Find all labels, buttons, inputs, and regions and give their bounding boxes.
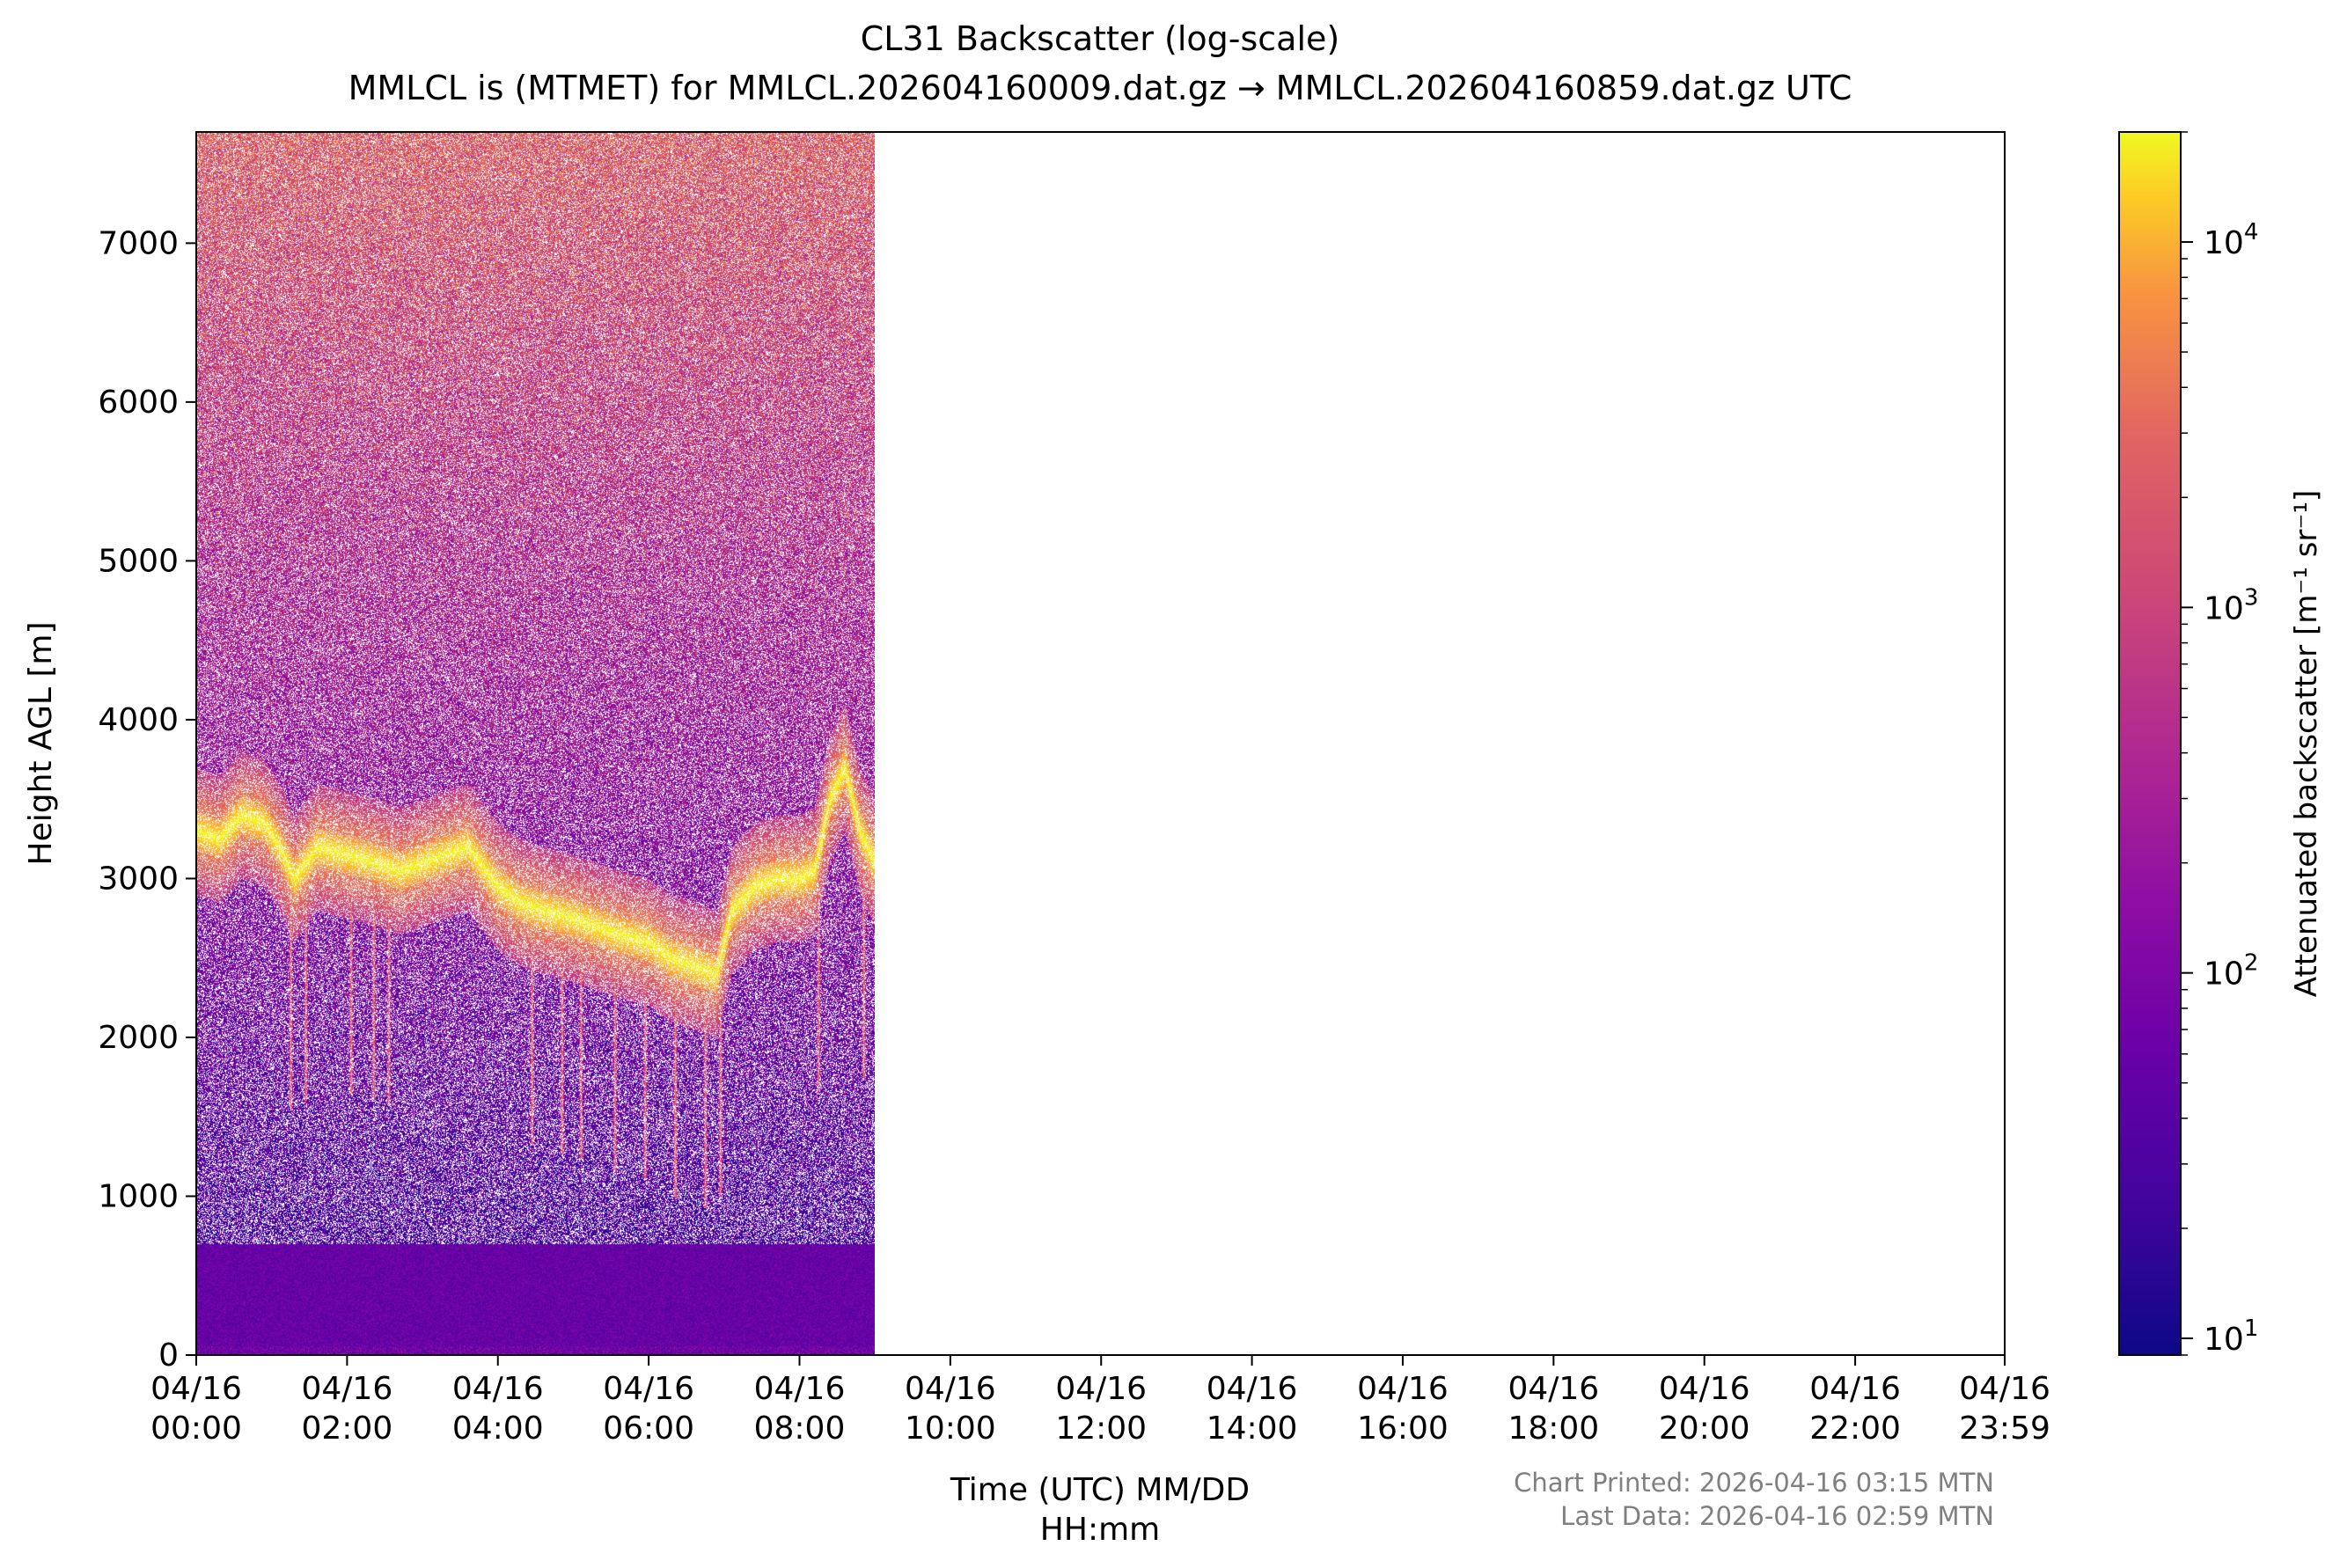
last-data-note: Last Data: 2026-04-16 02:59 MTN [1560, 1501, 1994, 1531]
y-tick-label: 0 [158, 1337, 179, 1374]
x-tick-time: 18:00 [1507, 1410, 1599, 1447]
x-tick-date: 04/16 [1659, 1371, 1750, 1407]
colorbar-ticks: 101 102 103 104 [2181, 131, 2258, 1358]
x-tick-date: 04/16 [452, 1371, 544, 1407]
x-tick-date: 04/16 [1959, 1371, 2050, 1407]
x-tick-date: 04/16 [301, 1371, 392, 1407]
x-tick-time: 16:00 [1357, 1410, 1449, 1447]
x-axis-ticks: 04/1600:0004/1602:0004/1604:0004/1606:00… [150, 1355, 2050, 1447]
x-tick-date: 04/16 [1207, 1371, 1298, 1407]
y-tick-label: 1000 [98, 1178, 179, 1214]
y-tick-label: 7000 [98, 225, 179, 261]
x-tick-time: 23:59 [1959, 1410, 2050, 1447]
colorbar-label: Attenuated backscatter [m⁻¹ sr⁻¹] [2289, 490, 2324, 998]
colorbar-tick-label: 103 [2204, 584, 2258, 626]
y-tick-label: 4000 [98, 702, 179, 738]
x-axis-label: Time (UTC) MM/DD [950, 1472, 1250, 1508]
colorbar-tick-label: 104 [2204, 219, 2258, 261]
x-tick-date: 04/16 [603, 1371, 694, 1407]
x-tick-time: 14:00 [1207, 1410, 1298, 1447]
colorbar-tick-label: 101 [2204, 1315, 2258, 1358]
x-tick-time: 04:00 [452, 1410, 544, 1447]
chart-printed-note: Chart Printed: 2026-04-16 03:15 MTN [1514, 1468, 1994, 1498]
x-tick-date: 04/16 [1055, 1371, 1147, 1407]
x-tick-time: 02:00 [301, 1410, 392, 1447]
x-tick-date: 04/16 [905, 1371, 996, 1407]
y-axis-ticks: 0 1000 2000 3000 4000 5000 6000 7000 [98, 225, 196, 1374]
x-tick-time: 00:00 [150, 1410, 242, 1447]
y-tick-label: 3000 [98, 861, 179, 897]
y-axis-label: Height AGL [m] [23, 622, 59, 866]
x-tick-date: 04/16 [754, 1371, 846, 1407]
colorbar [2118, 131, 2182, 1356]
chart-subtitle: MMLCL is (MTMET) for MMLCL.202604160009.… [348, 69, 1852, 107]
x-tick-time: 22:00 [1809, 1410, 1901, 1447]
x-tick-time: 08:00 [754, 1410, 846, 1447]
x-tick-time: 12:00 [1055, 1410, 1147, 1447]
x-tick-date: 04/16 [1507, 1371, 1599, 1407]
y-tick-label: 2000 [98, 1020, 179, 1056]
heatmap-raster [196, 132, 875, 1355]
y-tick-label: 6000 [98, 385, 179, 421]
x-tick-time: 06:00 [603, 1410, 694, 1447]
colorbar-tick-label: 102 [2204, 950, 2258, 993]
plot-frame [195, 131, 2006, 1356]
x-tick-time: 20:00 [1659, 1410, 1750, 1447]
x-axis-label-line2: HH:mm [1040, 1512, 1160, 1548]
x-tick-time: 10:00 [905, 1410, 996, 1447]
y-tick-label: 5000 [98, 543, 179, 579]
backscatter-heatmap [196, 132, 875, 1355]
x-tick-date: 04/16 [1357, 1371, 1449, 1407]
x-tick-date: 04/16 [1809, 1371, 1901, 1407]
x-tick-date: 04/16 [150, 1371, 242, 1407]
chart-title: CL31 Backscatter (log-scale) [860, 19, 1340, 58]
